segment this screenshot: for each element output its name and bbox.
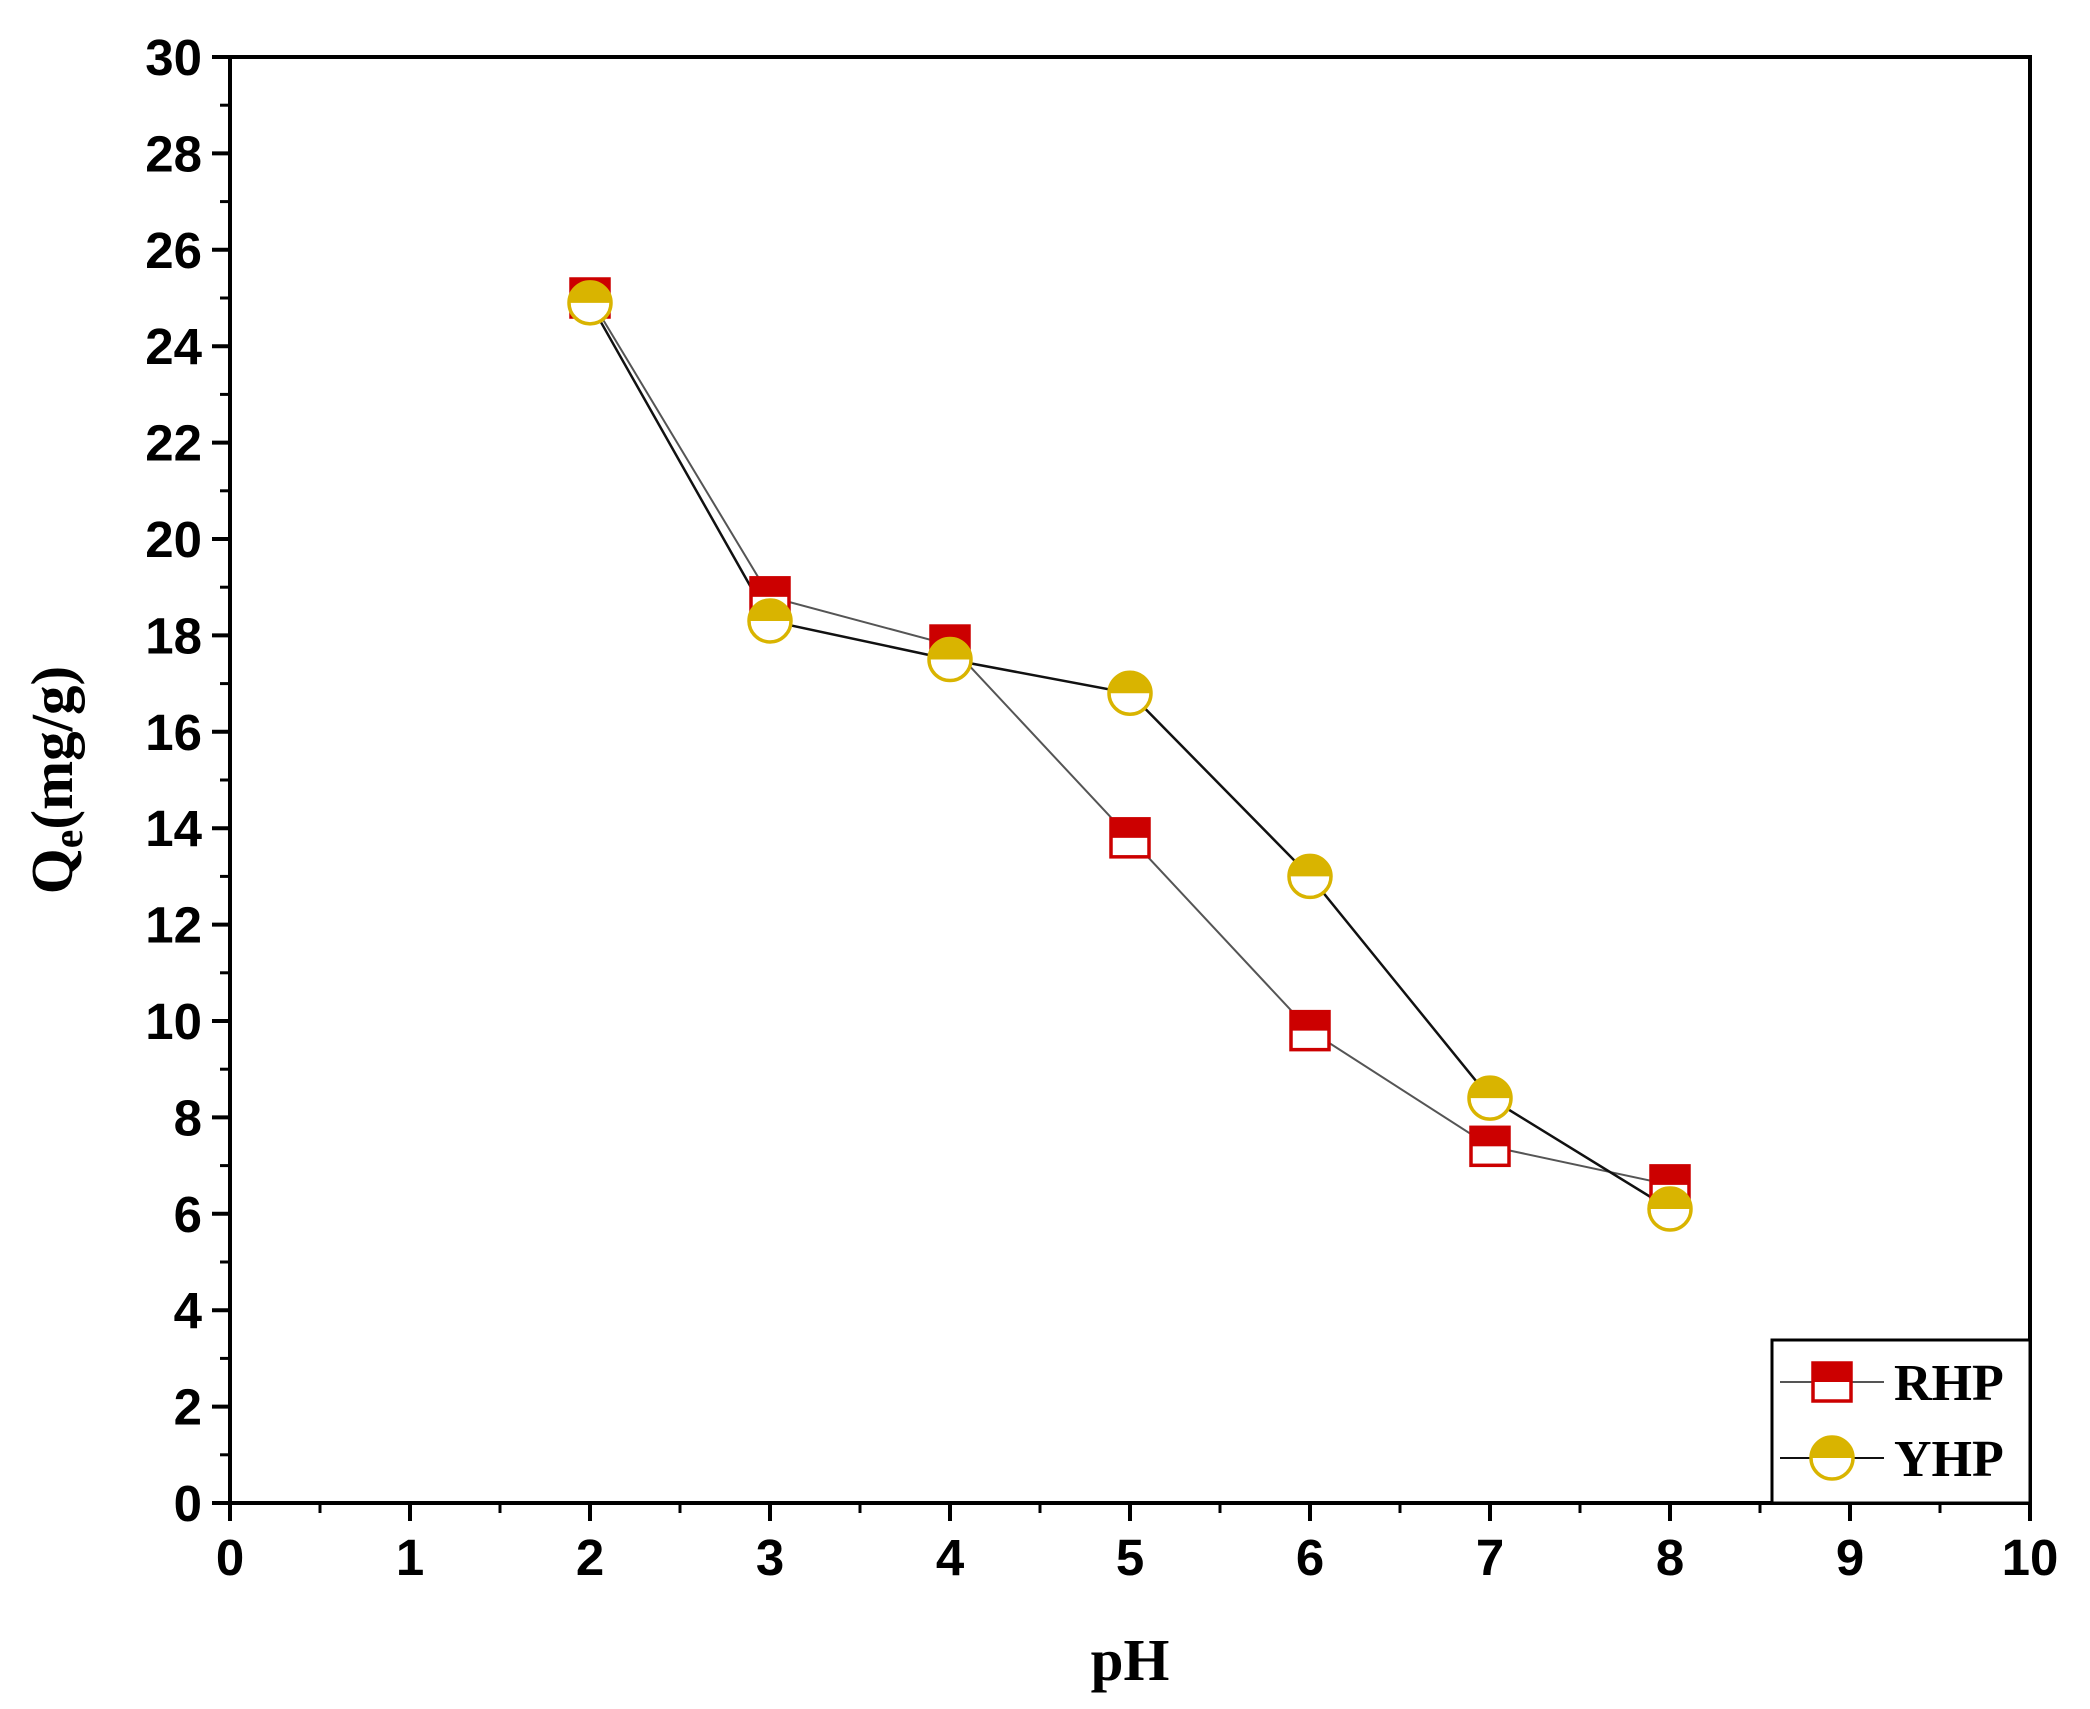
y-tick-label: 14 [145, 800, 202, 857]
y-tick-label: 24 [145, 318, 202, 375]
yhp-point-outline [1287, 853, 1333, 900]
y-axis-title-main: Q [19, 848, 85, 894]
series-markers [567, 277, 1693, 1232]
yhp-point [1467, 1075, 1513, 1121]
rhp-point [1109, 817, 1151, 859]
rhp-series-line [589, 297, 1671, 1186]
y-tick-label: 0 [174, 1475, 202, 1532]
y-tick-label: 30 [145, 29, 202, 86]
yhp-point-fill [569, 281, 611, 303]
y-tick-label: 4 [174, 1282, 203, 1339]
y-tick-label: 20 [145, 511, 202, 568]
legend: RHP YHP [1770, 1338, 2032, 1505]
x-tick-label: 6 [1296, 1529, 1324, 1586]
y-tick-label: 2 [174, 1379, 202, 1436]
yhp-point-fill [749, 599, 791, 621]
legend-rhp-marker-fill [1813, 1363, 1851, 1382]
x-tick-label: 4 [936, 1529, 965, 1586]
plot-frame [228, 55, 2032, 1505]
yhp-point-outline [747, 598, 793, 644]
rhp-point-fill [1291, 1011, 1329, 1031]
rhp-point-fill [1111, 818, 1149, 838]
x-axis-title: pH [1091, 1627, 1170, 1693]
yhp-point-outline [1107, 670, 1153, 716]
legend-yhp-marker-fill [1811, 1437, 1853, 1458]
x-tick-label: 1 [396, 1529, 424, 1586]
legend-rhp-label: RHP [1894, 1355, 2004, 1412]
rhp-point [1289, 1009, 1331, 1052]
y-tick-label: 18 [145, 607, 202, 664]
y-tick-label: 10 [145, 993, 202, 1050]
rhp-point-fill [1471, 1127, 1509, 1147]
rhp-point-outline [1109, 817, 1151, 859]
y-tick-label: 6 [174, 1186, 202, 1243]
yhp-point-outline [927, 636, 973, 683]
rhp-point-outline [1289, 1009, 1331, 1052]
yhp-point [747, 598, 793, 644]
y-axis-title: Qe(mg/g) [19, 666, 92, 894]
y-tick-label: 12 [145, 897, 202, 954]
yhp-point-fill [1649, 1187, 1691, 1209]
x-tick-label: 7 [1476, 1529, 1504, 1586]
x-tick-label: 3 [756, 1529, 784, 1586]
y-axis-title-unit: (mg/g) [19, 666, 85, 830]
x-tick-label: 2 [576, 1529, 604, 1586]
yhp-point-fill [1109, 672, 1151, 694]
rhp-point [1469, 1125, 1511, 1168]
y-tick-label: 22 [145, 415, 202, 472]
legend-rhp-marker [1811, 1361, 1853, 1403]
yhp-point-outline [1467, 1075, 1513, 1121]
series-lines [588, 297, 1671, 1211]
y-axis-title-subscript: e [46, 830, 92, 849]
y-tick-label: 28 [145, 125, 202, 182]
rhp-point-outline [1469, 1125, 1511, 1168]
yhp-point-fill [929, 638, 971, 660]
legend-yhp-label: YHP [1894, 1431, 2004, 1488]
yhp-point-outline [567, 280, 613, 326]
yhp-point [1107, 670, 1153, 716]
y-tick-label: 26 [145, 222, 202, 279]
x-tick-label: 0 [216, 1529, 244, 1586]
yhp-point-fill [1469, 1077, 1511, 1099]
yhp-point [1287, 853, 1333, 900]
axis-ticks [212, 55, 2032, 1521]
legend-rhp-marker-outline [1811, 1361, 1853, 1403]
y-tick-label: 16 [145, 704, 202, 761]
yhp-point [567, 280, 613, 326]
yhp-point-fill [1289, 855, 1331, 877]
x-tick-label: 9 [1836, 1529, 1864, 1586]
yhp-point-outline [1647, 1186, 1693, 1232]
yhp-point [927, 636, 973, 683]
x-tick-label: 5 [1116, 1529, 1144, 1586]
rhp-point-fill [751, 577, 789, 597]
y-tick-label: 8 [174, 1089, 202, 1146]
yhp-point [1647, 1186, 1693, 1232]
x-tick-label: 10 [2002, 1529, 2059, 1586]
legend-yhp-marker [1809, 1435, 1855, 1481]
x-tick-label: 8 [1656, 1529, 1684, 1586]
yhp-series-line [588, 302, 1671, 1211]
legend-yhp-marker-outline [1809, 1435, 1855, 1481]
rhp-point-fill [1651, 1165, 1689, 1185]
